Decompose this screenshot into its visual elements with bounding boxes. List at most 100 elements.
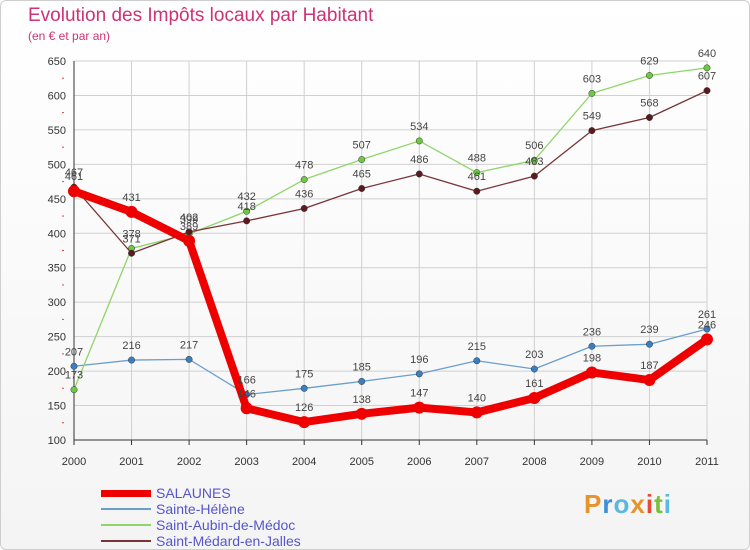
point-salaunes-2006 (413, 401, 426, 414)
point-saint-m-dard-en-jalles-2005 (358, 185, 366, 192)
point-salaunes-2005 (355, 407, 368, 420)
legend-label: Saint-Médard-en-Jalles (156, 533, 301, 549)
series-lines (68, 64, 713, 429)
y-tick-label: 300 (48, 297, 66, 309)
point-saint-aubin-de-m-doc-2006 (415, 137, 423, 145)
x-tick-label: 2001 (119, 456, 143, 468)
data-label-salaunes-2004: 126 (295, 402, 313, 414)
point-saint-m-dard-en-jalles-2011 (703, 87, 711, 95)
logo-letter: i (663, 489, 672, 519)
data-label-salaunes-2003: 146 (237, 388, 255, 400)
data-label-sainte-h-l-ne-2010: 239 (640, 324, 658, 336)
point-saint-aubin-de-m-doc-2008 (530, 156, 538, 164)
data-label-saint-aubin-de-m-doc-2003: 432 (237, 191, 255, 203)
y-tick-label: 350 (48, 263, 66, 275)
data-label-saint-m-dard-en-jalles-2004: 436 (295, 188, 313, 200)
x-tick-label: 2000 (62, 456, 86, 468)
point-sainte-h-l-ne-2008 (530, 365, 538, 373)
point-salaunes-2004 (298, 416, 311, 429)
y-tick-label: 250 (48, 332, 66, 344)
x-tick-label: 2009 (580, 456, 604, 468)
point-saint-m-dard-en-jalles-2003 (243, 217, 251, 225)
logo-letter: t (654, 489, 664, 519)
legend-label: SALAUNES (156, 485, 231, 501)
point-saint-m-dard-en-jalles-2006 (415, 170, 423, 178)
data-label-saint-m-dard-en-jalles-2001: 371 (122, 233, 140, 245)
data-label-salaunes-2011: 246 (698, 319, 716, 331)
y-tick-label: 500 (48, 159, 66, 171)
legend-label: Saint-Aubin-de-Médoc (156, 517, 296, 533)
point-sainte-h-l-ne-2006 (415, 370, 423, 378)
logo-letter: r (602, 489, 614, 519)
y-tick-label: 150 (48, 401, 66, 413)
point-sainte-h-l-ne-2007 (473, 357, 481, 365)
point-salaunes-2010 (643, 374, 656, 387)
x-tick-label: 2002 (177, 456, 201, 468)
point-saint-aubin-de-m-doc-2004 (300, 176, 308, 183)
data-label-sainte-h-l-ne-2005: 185 (353, 361, 371, 373)
data-label-saint-aubin-de-m-doc-2004: 478 (295, 160, 313, 172)
point-salaunes-2007 (470, 406, 483, 419)
data-label-sainte-h-l-ne-2002: 217 (180, 339, 198, 351)
point-saint-m-dard-en-jalles-2004 (300, 205, 308, 212)
legend-swatch (101, 508, 151, 510)
point-saint-aubin-de-m-doc-2003 (243, 207, 251, 215)
y-tick-label: 450 (48, 194, 66, 206)
point-salaunes-2000 (68, 185, 80, 198)
data-label-saint-aubin-de-m-doc-2000: 173 (65, 370, 83, 382)
point-saint-m-dard-en-jalles-2010 (646, 114, 653, 121)
point-saint-m-dard-en-jalles-2007 (473, 187, 481, 195)
data-label-saint-m-dard-en-jalles-2005: 465 (353, 168, 371, 180)
x-tick-label: 2007 (465, 456, 489, 468)
data-label-sainte-h-l-ne-2011: 261 (698, 309, 716, 321)
point-sainte-h-l-ne-2001 (128, 356, 135, 364)
data-label-sainte-h-l-ne-2000: 207 (65, 346, 83, 358)
point-saint-aubin-de-m-doc-2010 (646, 72, 653, 79)
point-saint-m-dard-en-jalles-2001 (128, 249, 135, 257)
logo-letter: o (613, 489, 631, 519)
data-labels: 207 216 217 166 175 185 196 215 203 236 239 261 173 3… (65, 48, 716, 414)
data-label-saint-aubin-de-m-doc-2001: 378 (122, 228, 140, 240)
logo-letter: x (630, 489, 646, 519)
data-label-sainte-h-l-ne-2004: 175 (295, 368, 313, 380)
point-saint-aubin-de-m-doc-2005 (358, 156, 366, 163)
point-sainte-h-l-ne-2005 (358, 377, 366, 385)
data-label-salaunes-2005: 138 (353, 394, 371, 406)
series-line-sainte-h-l-ne (73, 328, 708, 396)
series-line-salaunes (70, 187, 711, 427)
data-label-saint-m-dard-en-jalles-2007: 461 (468, 171, 486, 183)
data-label-salaunes-2008: 161 (525, 378, 543, 390)
x-tick-label: 2005 (349, 456, 373, 468)
data-label-saint-m-dard-en-jalles-2011: 607 (698, 71, 716, 83)
data-label-saint-m-dard-en-jalles-2000: 467 (65, 167, 83, 179)
data-label-saint-aubin-de-m-doc-2002: 399 (180, 214, 198, 226)
data-label-saint-m-dard-en-jalles-2008: 483 (525, 156, 543, 168)
point-sainte-h-l-ne-2011 (703, 325, 711, 333)
y-tick-label: 100 (48, 435, 66, 447)
data-label-saint-m-dard-en-jalles-2009: 549 (583, 111, 601, 123)
data-label-sainte-h-l-ne-2003: 166 (237, 375, 255, 387)
axes: 100 150 200 250 300 350 400 450 500 550 600 650 2000… (48, 56, 719, 468)
data-label-salaunes-2000: 461 (65, 171, 83, 183)
x-tick-label: 2003 (234, 456, 258, 468)
point-saint-aubin-de-m-doc-2011 (703, 64, 711, 72)
data-label-salaunes-2007: 140 (468, 392, 486, 404)
y-tick-label: 650 (48, 56, 66, 68)
logo-letter: P (584, 489, 603, 519)
point-salaunes-2003 (240, 402, 253, 415)
point-sainte-h-l-ne-2010 (646, 340, 653, 348)
point-sainte-h-l-ne-2009 (588, 342, 596, 350)
data-label-sainte-h-l-ne-2008: 203 (525, 349, 543, 361)
data-label-saint-aubin-de-m-doc-2007: 488 (468, 153, 486, 165)
legend-swatch (101, 524, 151, 526)
data-label-salaunes-2001: 431 (122, 192, 140, 204)
grid-lines (74, 60, 708, 440)
data-label-saint-aubin-de-m-doc-2005: 507 (353, 140, 371, 152)
x-tick-label: 2004 (292, 456, 316, 468)
y-tick-label: 550 (48, 125, 66, 137)
point-salaunes-2001 (125, 205, 138, 218)
data-label-saint-aubin-de-m-doc-2009: 603 (583, 73, 601, 85)
point-saint-m-dard-en-jalles-2009 (588, 127, 596, 135)
data-label-sainte-h-l-ne-2006: 196 (410, 354, 428, 366)
